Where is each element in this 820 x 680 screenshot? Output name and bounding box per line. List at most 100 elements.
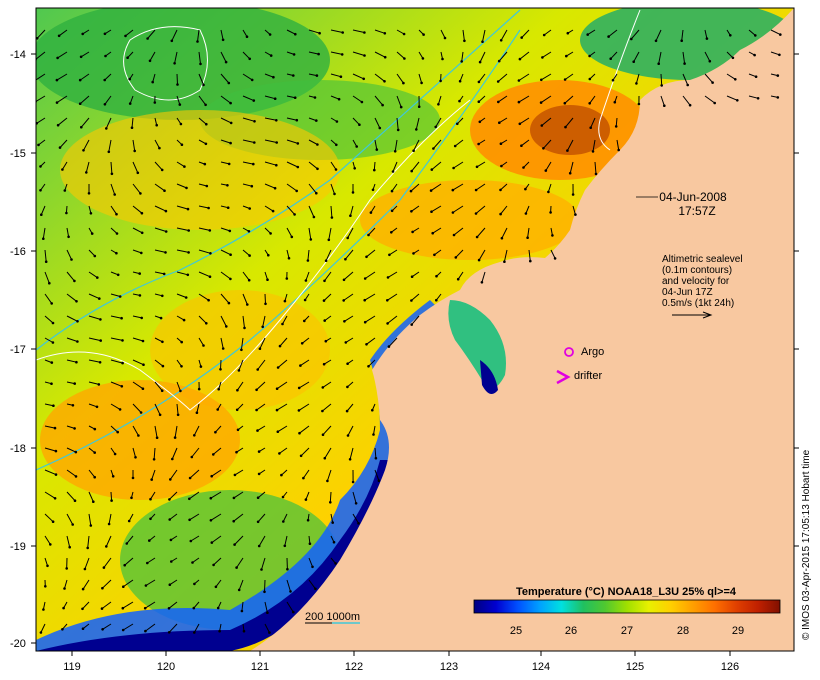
velocity-arrow-head [260, 568, 263, 571]
velocity-arrow-head [574, 213, 577, 216]
velocity-arrow-head [229, 141, 232, 145]
velocity-arrow-head [176, 83, 179, 86]
velocity-arrow-head [322, 299, 326, 302]
velocity-arrow [352, 95, 363, 103]
legend-line: 04-Jun 17Z [662, 287, 713, 298]
velocity-arrow [615, 117, 618, 127]
velocity-arrow [257, 491, 266, 499]
lat-tick-label: -15 [10, 148, 26, 160]
velocity-arrow [264, 579, 266, 592]
velocity-arrow [308, 183, 317, 194]
velocity-arrow [440, 29, 446, 39]
velocity-arrow [122, 601, 134, 609]
velocity-arrow-head [339, 75, 343, 78]
velocity-arrow [42, 227, 46, 239]
velocity-arrow [154, 205, 167, 212]
velocity-arrow-head [204, 103, 207, 107]
velocity-arrow-head [756, 97, 760, 100]
velocity-arrow [286, 29, 296, 35]
velocity-arrow-head [193, 434, 196, 437]
velocity-arrow-head [138, 272, 141, 275]
velocity-arrow [220, 73, 230, 84]
velocity-arrow-head [387, 345, 391, 348]
velocity-arrow [88, 403, 98, 408]
velocity-arrow-head [480, 281, 484, 284]
velocity-arrow-head [335, 143, 338, 147]
velocity-arrow-head [273, 97, 277, 100]
velocity-arrow [110, 315, 122, 319]
velocity-arrow-head [522, 166, 525, 169]
velocity-arrow [169, 491, 178, 500]
velocity-arrow [610, 51, 618, 60]
velocity-arrow [154, 227, 167, 232]
velocity-arrow-head [411, 230, 414, 234]
velocity-arrow [481, 271, 486, 283]
velocity-arrow [144, 601, 156, 609]
velocity-arrow-head [229, 253, 232, 256]
lat-tick-label: -14 [10, 49, 26, 61]
velocity-arrow [154, 183, 165, 192]
velocity-arrow [396, 117, 399, 130]
velocity-arrow-head [273, 186, 277, 190]
velocity-arrow-head [164, 251, 167, 254]
velocity-arrow-head [49, 543, 52, 546]
velocity-arrow [198, 293, 209, 301]
colorbar-tick: 28 [677, 625, 689, 637]
velocity-arrow [352, 29, 365, 33]
velocity-arrow [282, 315, 288, 325]
velocity-arrow [299, 425, 310, 434]
velocity-arrow [126, 535, 134, 544]
velocity-arrow [220, 293, 230, 304]
velocity-arrow-head [42, 608, 45, 611]
velocity-arrow [373, 425, 376, 435]
velocity-arrow [352, 491, 357, 504]
velocity-arrow-head [524, 187, 527, 191]
velocity-arrow-head [148, 59, 152, 63]
velocity-arrow-head [316, 143, 319, 146]
velocity-arrow [153, 447, 156, 460]
velocity-arrow [132, 403, 142, 413]
velocity-arrow-head [53, 426, 57, 430]
velocity-arrow [347, 425, 354, 436]
velocity-arrow [286, 161, 299, 168]
velocity-arrow [233, 491, 244, 499]
velocity-arrow-head [477, 142, 480, 146]
velocity-arrow [242, 249, 250, 256]
velocity-arrow [500, 183, 508, 191]
velocity-arrow [453, 161, 464, 169]
velocity-arrow-head [300, 342, 304, 345]
velocity-arrow-head [237, 369, 241, 372]
velocity-arrow-head [208, 275, 212, 279]
velocity-arrow-head [315, 74, 319, 77]
velocity-arrow [374, 447, 377, 459]
velocity-arrow-head [118, 295, 122, 298]
velocity-arrow [478, 95, 486, 103]
velocity-arrow-head [317, 52, 320, 56]
colorbar-ramp [473, 599, 781, 614]
velocity-arrow-head [214, 430, 217, 434]
velocity-arrow-head [571, 193, 575, 196]
velocity-arrow-head [529, 259, 532, 263]
velocity-arrow-head [79, 55, 83, 59]
velocity-arrow [193, 623, 200, 633]
velocity-arrow [478, 249, 486, 261]
velocity-arrow-head [62, 606, 65, 610]
velocity-arrow [374, 51, 386, 58]
velocity-arrow-head [250, 78, 254, 82]
velocity-arrow-head [256, 429, 259, 432]
velocity-arrow [66, 381, 75, 385]
velocity-arrow-head [282, 520, 285, 523]
velocity-arrow-head [180, 143, 184, 146]
velocity-arrow [396, 29, 405, 35]
velocity-arrow-head [113, 452, 117, 456]
velocity-arrow [305, 491, 310, 500]
velocity-arrow-head [245, 35, 249, 38]
velocity-arrow [154, 139, 160, 149]
velocity-arrow [284, 535, 288, 546]
velocity-arrow-head [776, 74, 780, 77]
velocity-arrow [132, 337, 144, 342]
velocity-arrow-head [143, 606, 147, 610]
velocity-arrow [44, 271, 50, 284]
velocity-arrow-head [456, 122, 459, 126]
velocity-arrow [748, 95, 759, 99]
